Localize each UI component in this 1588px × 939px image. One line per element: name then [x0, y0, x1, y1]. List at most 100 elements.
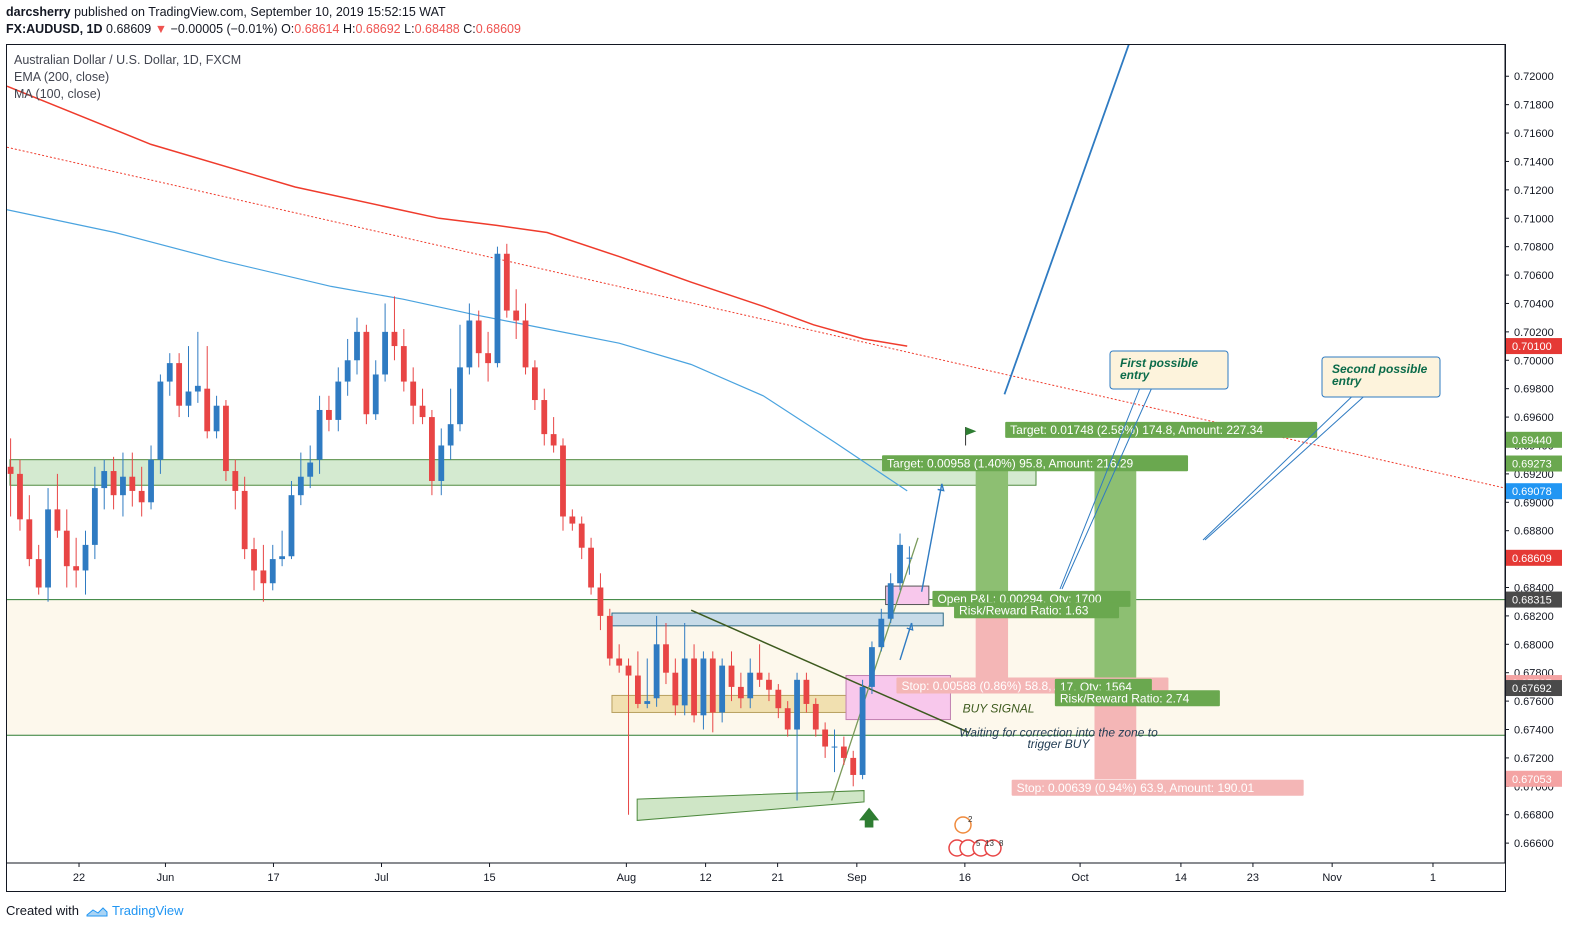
target-arrow-head: [937, 483, 945, 492]
candle-body: [316, 409, 323, 460]
y-tick-label: 0.70800: [1514, 242, 1554, 254]
candle-body: [606, 615, 613, 659]
candle-body: [391, 331, 398, 347]
open-value: 0.68614: [294, 22, 340, 36]
price-label: 0.67692: [1512, 683, 1552, 695]
x-tick-label: Jul: [374, 872, 388, 884]
candle-body: [794, 679, 800, 730]
candle-body: [297, 476, 304, 496]
candle-body: [54, 509, 61, 531]
position2-target-box: [1094, 468, 1137, 683]
buy-arrow-icon: [858, 807, 880, 828]
descending-trendline: [690, 609, 969, 734]
candle-body: [344, 360, 351, 382]
candle-body: [419, 405, 426, 418]
waiting-label-line2: trigger BUY: [1027, 737, 1090, 751]
x-tick-label: 23: [1247, 872, 1259, 884]
candle-body: [269, 559, 276, 584]
candle-body: [82, 544, 89, 571]
candle-body: [410, 381, 417, 406]
target-arrow: [920, 483, 943, 592]
candle-body: [429, 417, 435, 481]
tradingview-brand[interactable]: TradingView: [112, 903, 184, 918]
target2-label: Target: 0.01748 (2.58%) 174.8, Amount: 2…: [1010, 423, 1263, 437]
ma-100-line: [7, 209, 908, 492]
candle-body: [438, 445, 445, 481]
author-name[interactable]: darcsherry: [6, 5, 71, 19]
second-entry-callout-line1: Second possible: [1332, 362, 1428, 376]
us-event-icon-4: [984, 839, 1002, 857]
candle-body: [653, 644, 660, 699]
x-tick-label: 14: [1175, 872, 1187, 884]
zone-layer: [7, 459, 1505, 821]
second-entry-callout-box: [1321, 356, 1441, 398]
close-value: 0.68609: [475, 22, 521, 36]
candle-body: [288, 495, 295, 557]
candle-body: [766, 679, 772, 690]
candle-body: [241, 490, 248, 550]
price-label: 0.69078: [1512, 486, 1552, 498]
y-tick-label: 0.66600: [1514, 838, 1554, 850]
candle-body: [522, 320, 529, 368]
candle-body: [869, 647, 875, 687]
candle-body: [382, 331, 389, 375]
candle-body: [363, 331, 370, 415]
price-label-bg: [1506, 770, 1562, 787]
waiting-label-line1: Waiting for correction into the zone to: [959, 726, 1158, 740]
candle-body: [569, 516, 576, 524]
candle-body: [560, 445, 566, 517]
open-label: O:: [281, 22, 295, 36]
candle-body: [859, 686, 866, 775]
pink-zone-2: [885, 585, 930, 606]
candle-body: [513, 310, 520, 321]
rr2-label: Risk/Reward Ratio: 2.74: [1060, 692, 1190, 706]
candle-body: [775, 689, 782, 709]
price-label: 0.69440: [1512, 435, 1552, 447]
candle-body: [681, 658, 688, 706]
candle-body: [756, 672, 763, 680]
price-label-bg: [1506, 549, 1562, 566]
candle-body: [232, 471, 239, 491]
buy-signal-label: BUY SIGNAL: [963, 702, 1035, 716]
candle-body: [616, 658, 623, 666]
candle-body: [223, 405, 229, 472]
candle-body: [279, 556, 286, 560]
low-zone: [636, 790, 865, 821]
price-label: 0.68609: [1512, 553, 1552, 565]
y-tick-label: 0.66800: [1514, 810, 1554, 822]
event-count-2: 5: [976, 839, 981, 848]
candle-body: [541, 400, 548, 435]
candle-body: [578, 523, 585, 548]
y-tick-label: 0.71600: [1514, 128, 1554, 140]
last-price: 0.68609: [106, 22, 152, 36]
candle-body: [166, 363, 173, 382]
candle-body: [101, 471, 108, 489]
price-label-bg: [1506, 591, 1562, 608]
candle-body: [672, 672, 679, 706]
price-label-bg: [1506, 455, 1562, 472]
candle-body: [354, 331, 360, 361]
close-label: C:: [463, 22, 476, 36]
candle-body: [7, 466, 14, 474]
candle-body: [822, 729, 829, 747]
candle-body: [63, 530, 70, 567]
candle-body: [475, 320, 482, 354]
x-tick-label: 15: [483, 872, 495, 884]
candle-body: [148, 459, 154, 503]
y-tick-label: 0.68000: [1514, 639, 1554, 651]
price-label: 0.69273: [1512, 459, 1552, 471]
x-tick-label: Aug: [617, 872, 637, 884]
y-tick-label: 0.67400: [1514, 725, 1554, 737]
price-label: 0.68315: [1512, 595, 1552, 607]
candles-layer: [7, 243, 913, 815]
price-label-bg: [1506, 431, 1562, 448]
legend-ema: EMA (200, close): [14, 70, 109, 84]
legend-title: Australian Dollar / U.S. Dollar, 1D, FXC…: [14, 53, 241, 67]
first-entry-callout-line2: entry: [1120, 368, 1151, 382]
event-count-3: 13: [985, 839, 994, 848]
candle-body: [91, 488, 98, 545]
candle-body: [485, 353, 491, 364]
candle-body: [878, 618, 885, 648]
candle-body: [260, 570, 267, 584]
